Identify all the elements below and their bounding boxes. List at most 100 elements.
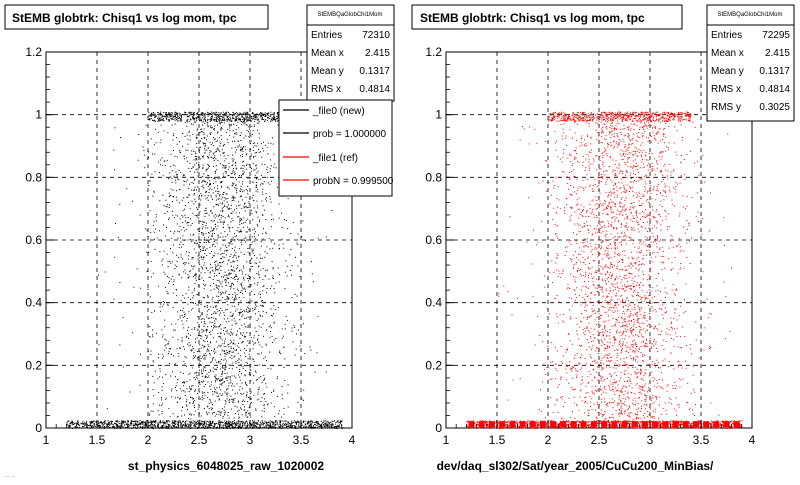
left-scatter-point (191, 265, 192, 266)
left-scatter-point (235, 177, 236, 178)
left-scatter-point (205, 192, 206, 193)
left-scatter-point (246, 412, 247, 413)
left-scatter-point (189, 271, 190, 272)
left-scatter-point (222, 149, 223, 150)
left-scatter-point (149, 413, 150, 414)
left-scatter-point (162, 426, 163, 427)
left-scatter-point (230, 396, 231, 397)
left-scatter-point (214, 233, 215, 234)
left-scatter-point (155, 249, 156, 250)
left-scatter-point (221, 363, 222, 364)
left-scatter-point (238, 353, 239, 354)
left-scatter-point (216, 261, 217, 262)
left-scatter-point (234, 356, 235, 357)
left-scatter-point (184, 114, 185, 115)
left-scatter-point (243, 288, 244, 289)
left-scatter-point (226, 171, 227, 172)
left-scatter-point (196, 423, 197, 424)
left-scatter-point (165, 235, 166, 236)
left-scatter-point (221, 116, 222, 117)
left-scatter-point (205, 117, 206, 118)
left-scatter-point (204, 326, 205, 327)
left-scatter-point (310, 420, 311, 421)
left-scatter-point (264, 411, 265, 412)
left-scatter-point (215, 151, 216, 152)
left-scatter-point (182, 324, 183, 325)
left-scatter-point (242, 388, 243, 389)
left-scatter-point (188, 112, 189, 113)
left-scatter-point (160, 420, 161, 421)
left-scatter-point (252, 428, 253, 429)
left-scatter-point (173, 330, 174, 331)
left-scatter-point (180, 388, 181, 389)
left-scatter-point (220, 346, 221, 347)
left-scatter-point (233, 313, 234, 314)
left-scatter-point (244, 240, 245, 241)
left-scatter-point (181, 415, 182, 416)
left-scatter-point (208, 422, 209, 423)
left-scatter-point (180, 242, 181, 243)
left-scatter-point (114, 169, 115, 170)
left-scatter-point (195, 201, 196, 202)
left-scatter-point (228, 426, 229, 427)
left-scatter-point (102, 423, 103, 424)
left-scatter-point (248, 207, 249, 208)
left-scatter-point (229, 135, 230, 136)
left-scatter-point (181, 391, 182, 392)
left-scatter-point (203, 157, 204, 158)
left-scatter-point (215, 401, 216, 402)
left-scatter-point (262, 300, 263, 301)
left-scatter-point (139, 423, 140, 424)
left-scatter-point (144, 427, 145, 428)
left-scatter-point (177, 121, 178, 122)
left-scatter-point (153, 273, 154, 274)
left-scatter-point (205, 228, 206, 229)
left-scatter-point (225, 422, 226, 423)
left-scatter-point (242, 119, 243, 120)
left-scatter-point (176, 117, 177, 118)
left-scatter-point (239, 222, 240, 223)
left-scatter-point (265, 275, 266, 276)
left-scatter-point (271, 214, 272, 215)
left-scatter-point (202, 393, 203, 394)
left-scatter-point (215, 352, 216, 353)
left-scatter-point (204, 288, 205, 289)
left-scatter-point (246, 311, 247, 312)
left-scatter-point (162, 354, 163, 355)
left-scatter-point (193, 401, 194, 402)
left-scatter-point (108, 420, 109, 421)
left-scatter-point (203, 381, 204, 382)
left-scatter-point (216, 195, 217, 196)
left-scatter-point (225, 113, 226, 114)
left-scatter-point (242, 151, 243, 152)
left-scatter-point (251, 154, 252, 155)
left-scatter-point (161, 397, 162, 398)
left-scatter-point (229, 124, 230, 125)
left-scatter-point (205, 306, 206, 307)
left-scatter-point (266, 423, 267, 424)
left-scatter-point (333, 421, 334, 422)
left-scatter-point (231, 266, 232, 267)
left-scatter-point (214, 130, 215, 131)
left-scatter-point (164, 251, 165, 252)
left-scatter-point (185, 215, 186, 216)
left-scatter-point (193, 420, 194, 421)
left-scatter-point (219, 146, 220, 147)
left-scatter-point (277, 422, 278, 423)
left-scatter-point (268, 182, 269, 183)
left-scatter-point (203, 257, 204, 258)
left-scatter-point (183, 373, 184, 374)
left-scatter-point (68, 421, 69, 422)
left-scatter-point (245, 423, 246, 424)
left-scatter-point (185, 221, 186, 222)
left-scatter-point (225, 365, 226, 366)
left-scatter-point (113, 150, 114, 151)
left-scatter-point (180, 115, 181, 116)
left-scatter-point (240, 229, 241, 230)
left-scatter-point (250, 214, 251, 215)
left-scatter-point (223, 117, 224, 118)
left-scatter-point (193, 295, 194, 296)
left-scatter-point (199, 114, 200, 115)
left-scatter-point (198, 209, 199, 210)
left-scatter-point (228, 388, 229, 389)
